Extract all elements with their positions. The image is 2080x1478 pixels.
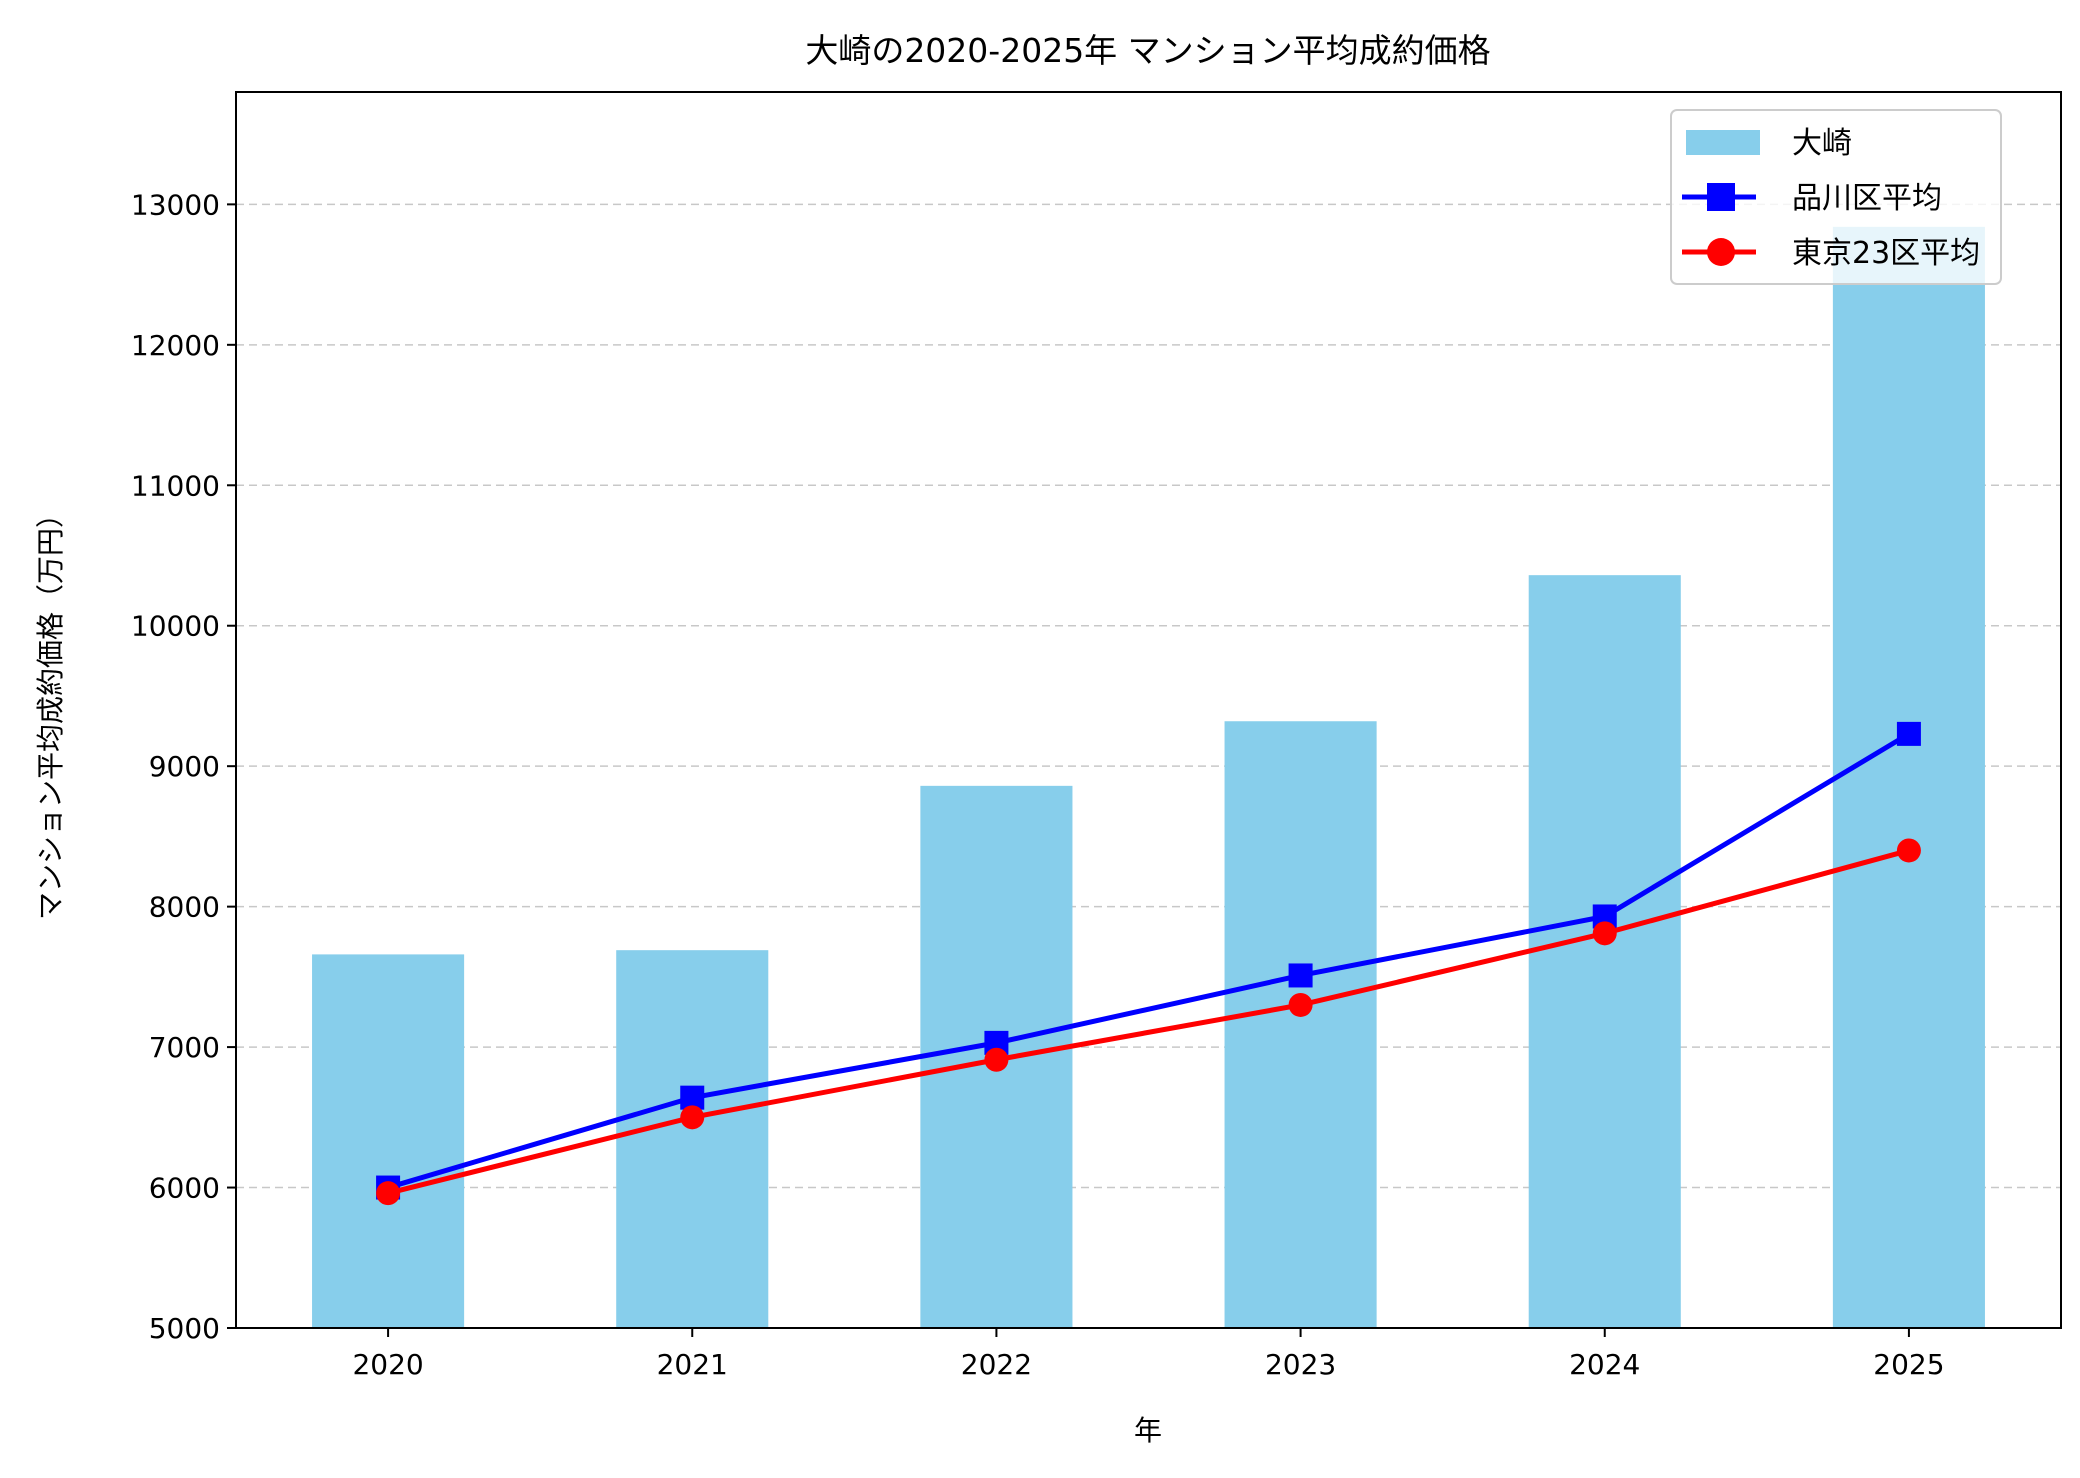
legend-label: 大崎	[1792, 126, 1852, 161]
x-axis: 2020 2021 2022 2023 2024 2025	[352, 1328, 1945, 1381]
x-tick-label: 2024	[1569, 1348, 1640, 1381]
data-point	[1288, 992, 1313, 1017]
data-point	[1288, 963, 1313, 988]
y-tick-label: 13000	[131, 188, 220, 221]
bars	[312, 226, 1985, 1328]
y-tick-label: 9000	[149, 750, 220, 783]
legend-marker	[1707, 238, 1735, 266]
gridlines	[236, 203, 2061, 1329]
legend-label: 品川区平均	[1792, 181, 1942, 216]
legend-marker	[1707, 183, 1735, 211]
legend-label: 東京23区平均	[1792, 236, 1980, 271]
data-point	[680, 1105, 705, 1130]
x-tick-label: 2020	[352, 1348, 423, 1381]
plot-frame	[235, 91, 2062, 1329]
x-tick-label: 2025	[1873, 1348, 1944, 1381]
x-axis-label: 年	[1134, 1414, 1162, 1447]
y-tick-label: 6000	[149, 1172, 220, 1205]
y-tick-label: 11000	[131, 469, 220, 502]
x-tick-label: 2022	[961, 1348, 1032, 1381]
y-axis: 5000 6000 7000 8000 9000 10000 11000 12000 13000	[131, 188, 236, 1345]
data-point	[1592, 921, 1617, 946]
series-line	[387, 731, 1911, 1190]
data-point	[376, 1181, 401, 1206]
bar	[1528, 575, 1681, 1328]
x-tick-label: 2021	[657, 1348, 728, 1381]
chart-title: 大崎の2020-2025年 マンション平均成約価格	[805, 31, 1490, 70]
y-axis-label: マンション平均成約価格（万円）	[34, 500, 67, 920]
y-tick-label: 10000	[131, 610, 220, 643]
lines	[376, 721, 1921, 1206]
legend-swatch	[1686, 130, 1760, 155]
y-tick-label: 7000	[149, 1031, 220, 1064]
data-point	[1896, 838, 1921, 863]
bar	[616, 950, 769, 1328]
bar	[312, 954, 465, 1328]
series-line	[387, 848, 1910, 1196]
y-tick-label: 12000	[131, 329, 220, 362]
bar	[1832, 226, 1985, 1328]
bar	[1224, 721, 1377, 1328]
x-tick-label: 2023	[1265, 1348, 1336, 1381]
y-tick-label: 5000	[149, 1312, 220, 1345]
data-point	[1896, 721, 1921, 746]
y-tick-label: 8000	[149, 891, 220, 924]
data-point	[984, 1047, 1009, 1072]
